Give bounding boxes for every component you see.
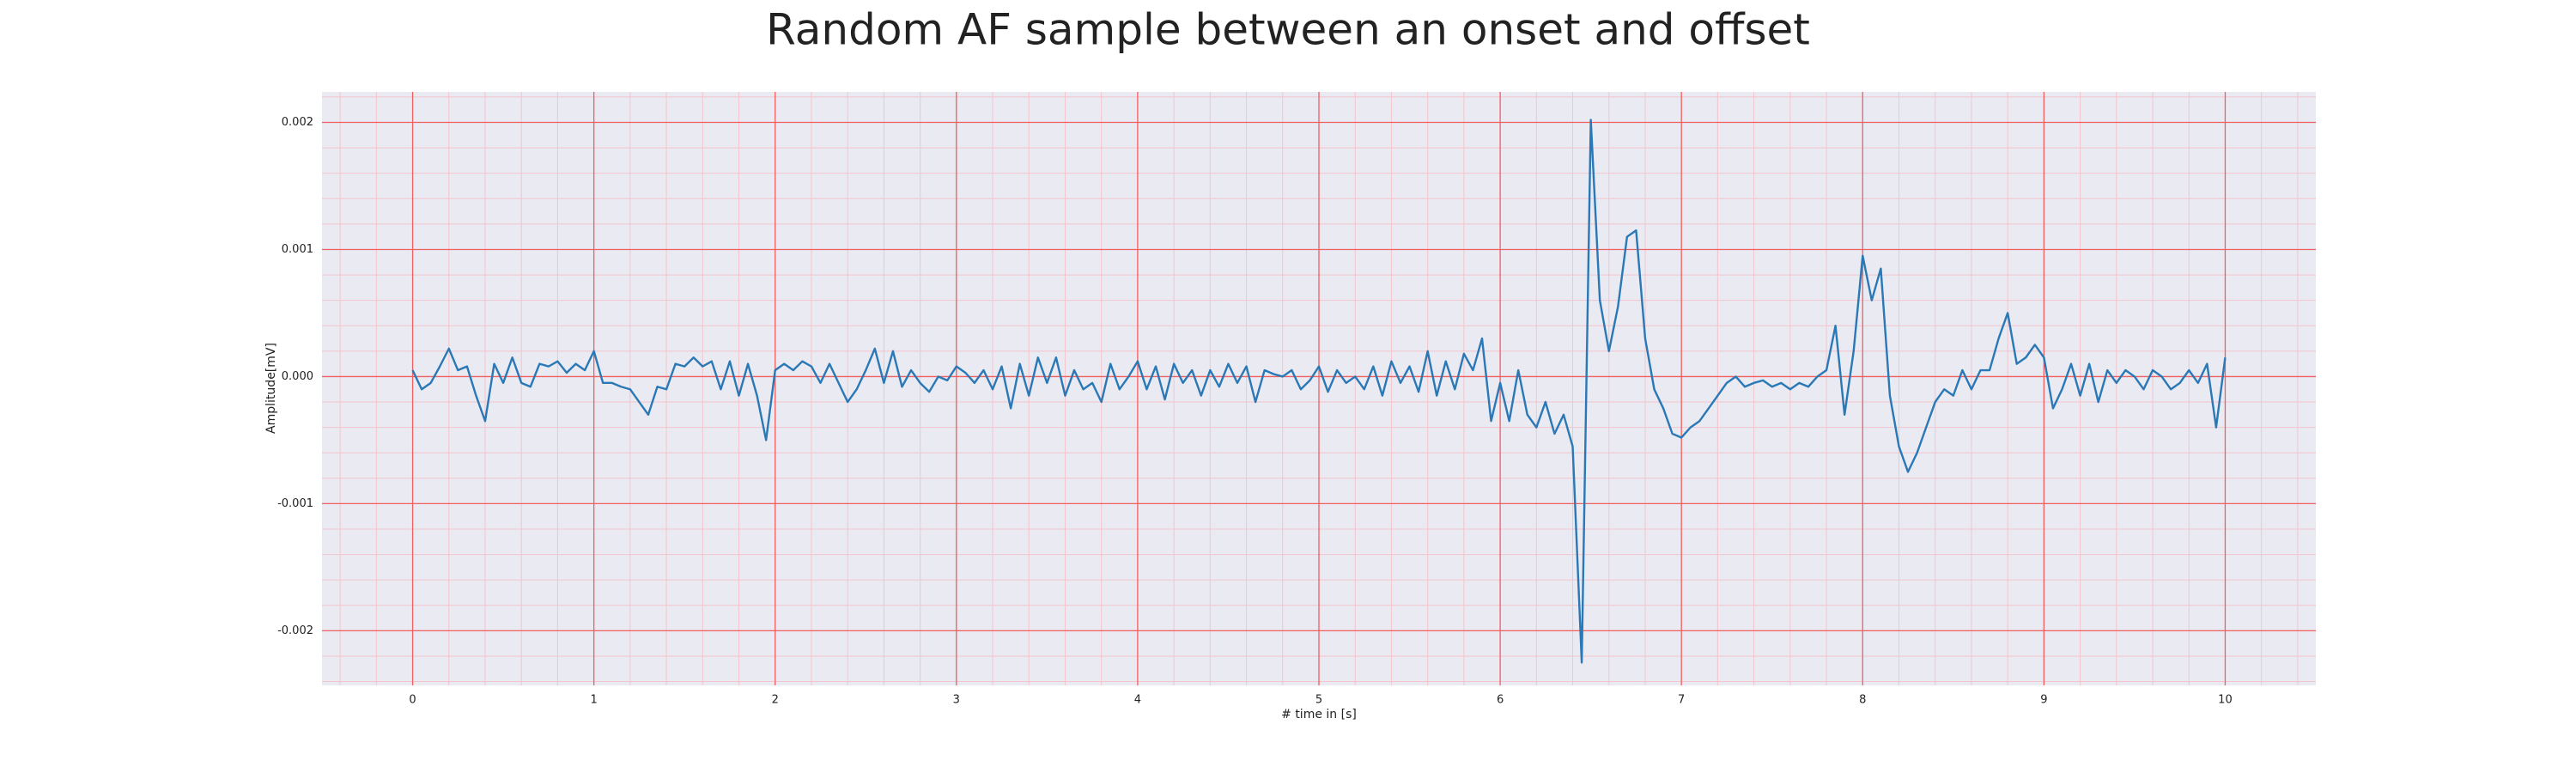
x-tick-label: 10: [2218, 694, 2233, 707]
x-tick-label: 7: [1678, 694, 1685, 707]
plot-area: [322, 92, 2316, 685]
y-tick-label: 0.000: [282, 370, 313, 383]
x-tick-label: 0: [409, 694, 416, 707]
x-tick-label: 5: [1315, 694, 1322, 707]
x-tick-label: 1: [590, 694, 597, 707]
x-tick-label: 2: [772, 694, 779, 707]
y-tick-label: 0.001: [282, 243, 313, 256]
x-tick-label: 8: [1859, 694, 1866, 707]
x-axis-label: # time in [s]: [1281, 708, 1357, 721]
y-tick-label: 0.002: [282, 116, 313, 129]
y-tick-label: -0.001: [277, 497, 313, 510]
signal-line: [411, 119, 2227, 664]
y-axis-label: Amplitude[mV]: [264, 343, 278, 434]
y-tick-label: -0.002: [277, 624, 313, 637]
x-tick-label: 4: [1134, 694, 1141, 707]
x-tick-label: 3: [953, 694, 960, 707]
x-tick-label: 9: [2040, 694, 2047, 707]
chart-title: Random AF sample between an onset and of…: [766, 5, 1810, 55]
x-tick-label: 6: [1497, 694, 1504, 707]
